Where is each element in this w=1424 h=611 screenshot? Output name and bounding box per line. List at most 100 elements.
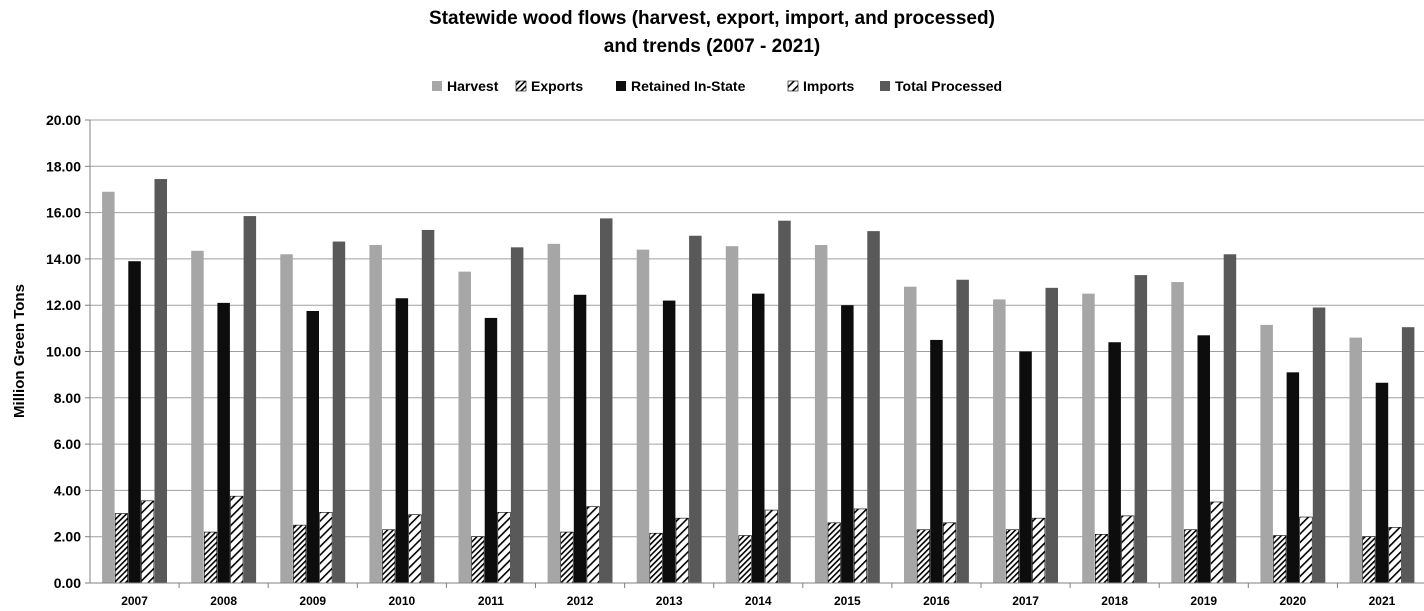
bar-exports-2007 — [114, 513, 128, 584]
bar-retained-in-state-2021 — [1375, 382, 1389, 583]
bar-harvest-2015 — [814, 245, 828, 583]
bar-imports-2011 — [497, 512, 511, 584]
x-tick-label: 2018 — [1101, 594, 1128, 608]
legend-label-retained-in-state: Retained In-State — [631, 78, 746, 94]
bar-retained-in-state-2019 — [1197, 335, 1210, 583]
x-tick-label: 2009 — [299, 594, 326, 608]
bar-total-processed-2012 — [600, 218, 613, 583]
y-tick-label: 2.00 — [54, 529, 81, 545]
x-tick-label: 2016 — [923, 594, 950, 608]
bar-imports-2017 — [1032, 517, 1046, 584]
x-tick-label: 2015 — [834, 594, 861, 608]
y-axis-ticks: 0.00 2.00 4.00 6.00 8.00 10.00 12.00 14.00 16.00… — [46, 112, 81, 591]
y-tick-label: 4.00 — [54, 482, 81, 498]
x-tick-label: 2007 — [121, 594, 148, 608]
bar-retained-in-state-2014 — [752, 293, 765, 584]
legend-swatch-retained-in-state — [616, 81, 626, 91]
bar-harvest-2017 — [993, 299, 1006, 583]
legend-label-harvest: Harvest — [447, 78, 499, 94]
bar-imports-2010 — [408, 514, 422, 584]
y-tick-label: 18.00 — [46, 158, 81, 174]
bar-total-processed-2017 — [1045, 287, 1058, 583]
bar-harvest-2014 — [725, 246, 739, 584]
bar-total-processed-2013 — [689, 235, 702, 583]
bar-retained-in-state-2009 — [306, 310, 319, 583]
x-tick-label: 2010 — [388, 594, 415, 608]
bar-imports-2018 — [1121, 515, 1135, 584]
x-tick-label: 2008 — [210, 594, 237, 608]
y-tick-label: 12.00 — [46, 297, 81, 313]
bar-exports-2021 — [1362, 536, 1376, 584]
x-tick-label: 2011 — [478, 594, 504, 608]
legend: Harvest Exports Retained In-State Imports To… — [432, 78, 1002, 94]
bar-exports-2017 — [1005, 529, 1020, 584]
bars — [102, 179, 1415, 584]
bar-retained-in-state-2016 — [930, 339, 943, 583]
bar-total-processed-2016 — [956, 279, 969, 583]
y-tick-label: 14.00 — [46, 251, 81, 267]
bar-harvest-2009 — [280, 254, 293, 583]
y-tick-label: 8.00 — [54, 390, 81, 406]
x-tick-label: 2013 — [656, 594, 683, 608]
x-tick-label: 2012 — [567, 594, 594, 608]
y-tick-label: 10.00 — [46, 344, 81, 360]
bar-total-processed-2015 — [867, 231, 880, 583]
bar-exports-2015 — [827, 522, 841, 584]
bar-harvest-2010 — [369, 245, 382, 583]
legend-swatch-harvest — [432, 81, 442, 91]
bar-retained-in-state-2017 — [1019, 351, 1032, 583]
y-tick-label: 16.00 — [46, 205, 81, 221]
y-tick-label: 6.00 — [54, 436, 81, 452]
legend-label-total-processed: Total Processed — [895, 78, 1002, 94]
x-tick-label: 2014 — [745, 594, 772, 608]
bar-retained-in-state-2020 — [1286, 372, 1300, 583]
bar-harvest-2013 — [636, 249, 650, 583]
bar-imports-2016 — [942, 522, 957, 584]
x-tick-label: 2019 — [1190, 594, 1217, 608]
chart-subtitle: and trends (2007 - 2021) — [604, 36, 820, 57]
bar-total-processed-2018 — [1134, 275, 1148, 583]
bar-exports-2020 — [1273, 535, 1287, 584]
bar-harvest-2008 — [191, 250, 204, 584]
bar-imports-2007 — [141, 500, 155, 584]
bar-total-processed-2011 — [510, 247, 524, 583]
legend-label-imports: Imports — [803, 78, 855, 94]
bar-exports-2009 — [293, 524, 307, 584]
bar-retained-in-state-2018 — [1108, 342, 1121, 583]
bar-total-processed-2014 — [778, 220, 791, 583]
bar-retained-in-state-2010 — [395, 298, 409, 583]
bar-total-processed-2010 — [421, 229, 435, 583]
bar-imports-2009 — [319, 512, 333, 584]
bar-retained-in-state-2008 — [217, 302, 230, 583]
bar-imports-2020 — [1299, 516, 1313, 584]
bar-retained-in-state-2011 — [484, 317, 498, 583]
bar-harvest-2020 — [1260, 324, 1273, 583]
bar-exports-2014 — [738, 535, 752, 584]
bar-harvest-2021 — [1349, 337, 1362, 583]
legend-label-exports: Exports — [531, 78, 583, 94]
bar-exports-2016 — [916, 529, 930, 584]
bar-exports-2018 — [1095, 534, 1109, 584]
bar-exports-2011 — [471, 536, 485, 584]
bar-total-processed-2021 — [1401, 327, 1415, 583]
bar-harvest-2018 — [1082, 293, 1095, 584]
bar-imports-2015 — [853, 508, 868, 584]
bar-imports-2012 — [586, 506, 600, 584]
y-tick-label: 0.00 — [54, 575, 81, 591]
bar-retained-in-state-2007 — [128, 261, 141, 583]
bar-exports-2013 — [649, 532, 663, 584]
bar-total-processed-2009 — [332, 241, 346, 584]
bar-total-processed-2019 — [1223, 254, 1237, 583]
x-tick-label: 2021 — [1369, 594, 1396, 608]
bar-imports-2008 — [230, 495, 244, 584]
x-tick-label: 2020 — [1279, 594, 1306, 608]
x-tick-label: 2017 — [1012, 594, 1039, 608]
legend-swatch-total-processed — [880, 81, 890, 91]
legend-swatch-imports — [787, 80, 799, 92]
bar-harvest-2019 — [1171, 282, 1184, 583]
bar-total-processed-2007 — [154, 179, 167, 583]
bar-retained-in-state-2012 — [573, 294, 587, 583]
bar-exports-2019 — [1184, 529, 1198, 584]
bar-imports-2021 — [1388, 527, 1402, 584]
